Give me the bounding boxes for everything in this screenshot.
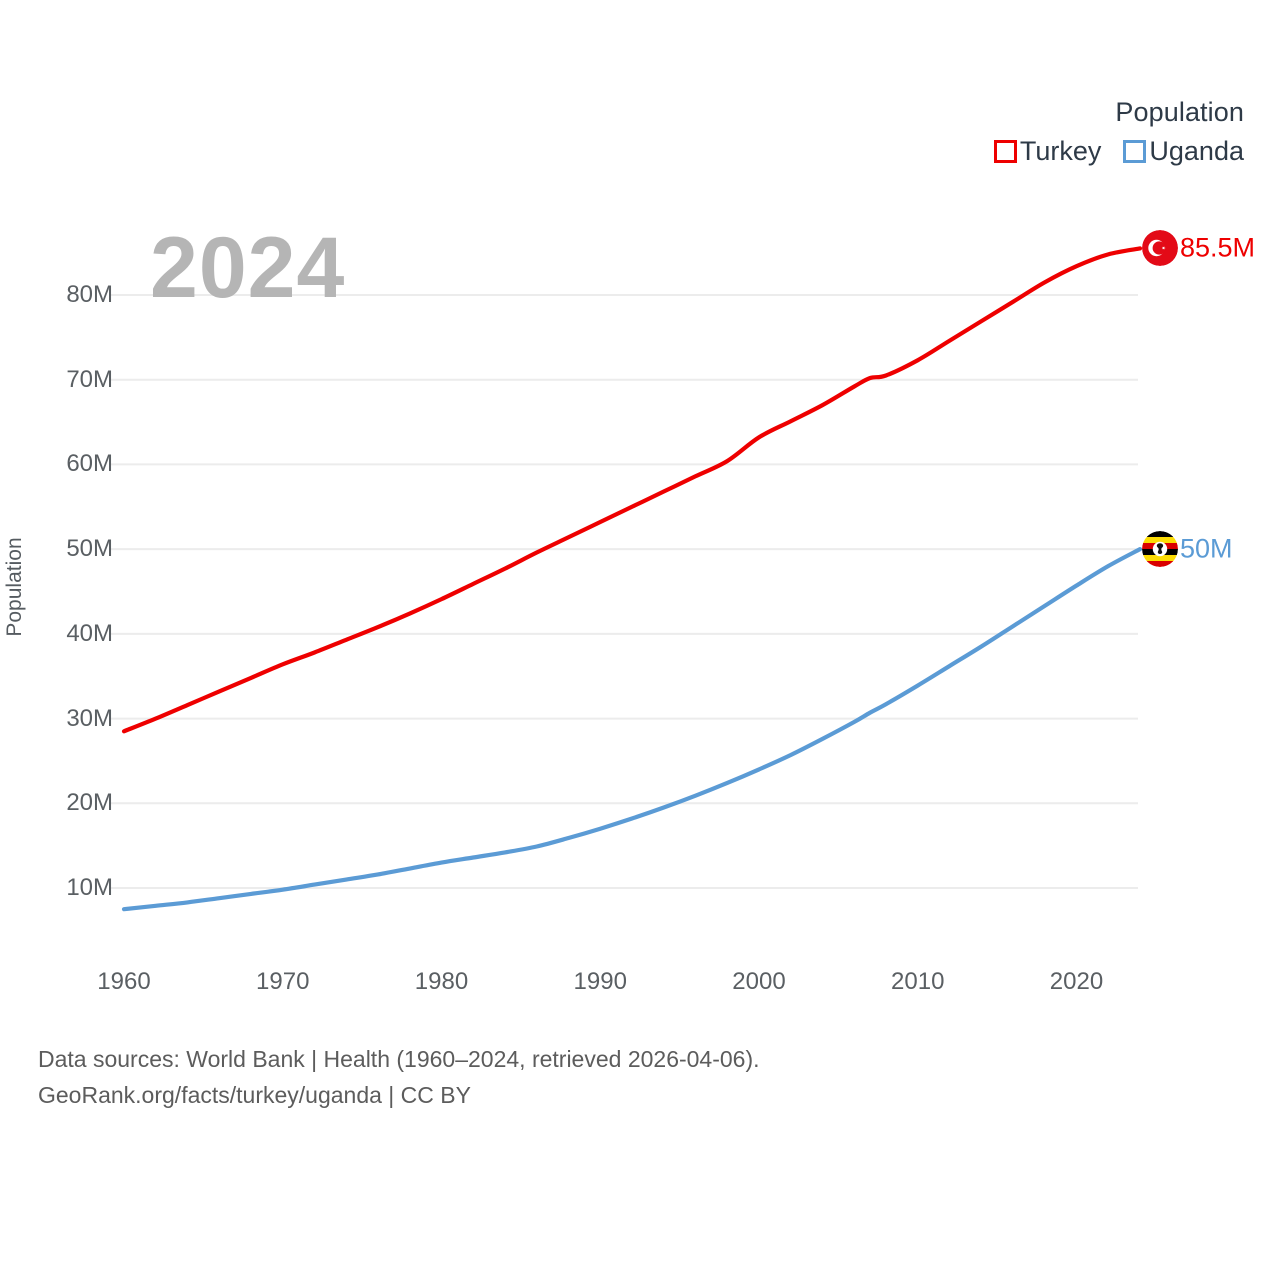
y-tick-label: 40M [66,619,113,647]
y-tick-label: 30M [66,704,113,732]
year-watermark: 2024 [150,220,346,316]
y-axis-ticks: 10M 20M 30M 40M 50M 60M 70M 80M [0,0,113,1280]
series-line-turkey[interactable] [121,246,1143,734]
y-tick-label: 10M [66,874,113,901]
x-tick-label: 2020 [1049,968,1104,995]
y-tick-label: 60M [66,450,113,478]
legend-items: Turkey Uganda [993,136,1244,167]
gridlines [110,294,1138,889]
legend-swatch-turkey [993,140,1017,164]
x-tick-label: 1980 [414,968,469,995]
x-tick-label: 1960 [97,968,151,995]
y-tick-label: 50M [66,535,113,563]
uganda-end-value-label: 50M [1180,533,1233,564]
turkey-end-value-label: 85.5M [1180,232,1256,263]
legend-title: Population [1115,97,1244,127]
y-tick-label: 80M [66,281,113,308]
y-tick-label: 70M [66,365,113,393]
uganda-flag-icon [1142,531,1178,568]
legend-label-turkey: Turkey [1019,136,1102,167]
footer-line-sources: Data sources: World Bank | Health (1960–… [38,1046,760,1072]
footer-attribution: Data sources: World Bank | Health (1960–… [38,1042,760,1113]
series-lines [121,246,1143,912]
legend-item-uganda[interactable]: Uganda [1123,138,1244,165]
y-tick-label: 20M [66,789,113,817]
turkey-flag-icon [1142,230,1178,267]
legend-item-turkey[interactable]: Turkey [993,136,1102,167]
legend-swatch-uganda [1123,140,1147,164]
series-line-uganda[interactable] [121,547,1143,912]
footer-line-credit[interactable]: GeoRank.org/facts/turkey/uganda | CC BY [38,1081,471,1108]
legend-label-uganda: Uganda [1149,136,1244,167]
x-tick-label: 1990 [573,968,627,995]
x-tick-label: 2010 [891,968,945,995]
legend: Population Turkey Uganda [993,96,1244,167]
x-tick-label: 1970 [256,968,310,995]
x-tick-label: 2000 [732,968,786,995]
